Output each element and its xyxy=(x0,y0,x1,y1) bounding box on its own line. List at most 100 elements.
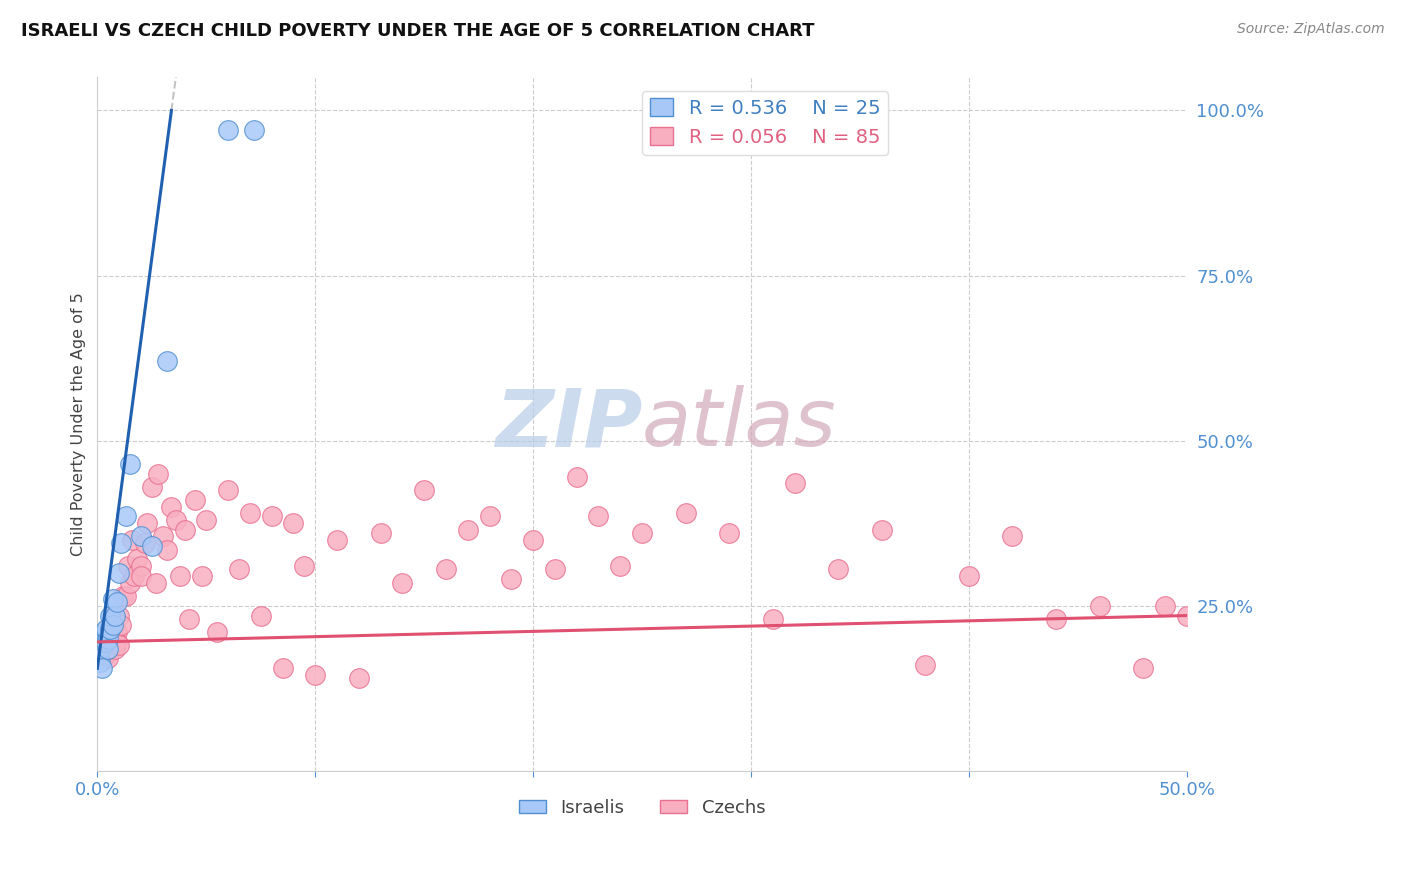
Point xyxy=(110,618,132,632)
Point xyxy=(434,562,457,576)
Point xyxy=(870,523,893,537)
Point xyxy=(160,500,183,514)
Point xyxy=(957,569,980,583)
Point xyxy=(1001,529,1024,543)
Point xyxy=(217,483,239,497)
Point xyxy=(762,612,785,626)
Point xyxy=(114,509,136,524)
Point xyxy=(1175,608,1198,623)
Point xyxy=(169,569,191,583)
Point xyxy=(93,635,115,649)
Point xyxy=(90,632,112,646)
Point xyxy=(93,625,115,640)
Point xyxy=(110,536,132,550)
Point xyxy=(177,612,200,626)
Point xyxy=(347,671,370,685)
Point xyxy=(588,509,610,524)
Point xyxy=(118,457,141,471)
Text: atlas: atlas xyxy=(643,385,837,463)
Point xyxy=(145,575,167,590)
Point xyxy=(129,529,152,543)
Point xyxy=(141,480,163,494)
Point xyxy=(100,632,122,646)
Point xyxy=(718,526,741,541)
Point xyxy=(101,632,124,646)
Point xyxy=(90,661,112,675)
Point xyxy=(136,516,159,530)
Point xyxy=(104,641,127,656)
Legend: Israelis, Czechs: Israelis, Czechs xyxy=(512,791,773,824)
Point xyxy=(129,559,152,574)
Point xyxy=(124,569,146,583)
Point xyxy=(195,513,218,527)
Point xyxy=(457,523,479,537)
Point xyxy=(152,529,174,543)
Point xyxy=(105,635,128,649)
Point xyxy=(100,618,122,632)
Point xyxy=(827,562,849,576)
Point xyxy=(370,526,392,541)
Point xyxy=(108,638,131,652)
Point xyxy=(129,569,152,583)
Point xyxy=(100,622,122,636)
Point xyxy=(104,635,127,649)
Point xyxy=(271,661,294,675)
Point xyxy=(1154,599,1177,613)
Point xyxy=(228,562,250,576)
Point xyxy=(191,569,214,583)
Point xyxy=(478,509,501,524)
Text: Source: ZipAtlas.com: Source: ZipAtlas.com xyxy=(1237,22,1385,37)
Point xyxy=(134,536,156,550)
Point xyxy=(501,572,523,586)
Point xyxy=(1045,612,1067,626)
Point xyxy=(94,648,117,662)
Text: ZIP: ZIP xyxy=(495,385,643,463)
Point xyxy=(94,625,117,640)
Y-axis label: Child Poverty Under the Age of 5: Child Poverty Under the Age of 5 xyxy=(72,293,86,556)
Point xyxy=(105,625,128,640)
Point xyxy=(93,638,115,652)
Point xyxy=(148,467,170,481)
Point xyxy=(156,542,179,557)
Point xyxy=(89,641,111,656)
Point xyxy=(90,648,112,662)
Point xyxy=(112,589,135,603)
Point xyxy=(249,608,271,623)
Point xyxy=(413,483,436,497)
Point xyxy=(544,562,567,576)
Point xyxy=(104,608,127,623)
Point xyxy=(292,559,315,574)
Point xyxy=(90,635,112,649)
Point xyxy=(565,470,588,484)
Point xyxy=(631,526,654,541)
Point xyxy=(1088,599,1111,613)
Point xyxy=(1132,661,1154,675)
Point xyxy=(239,506,262,520)
Point xyxy=(165,513,187,527)
Point xyxy=(156,354,179,368)
Point xyxy=(914,658,936,673)
Point xyxy=(89,641,111,656)
Point xyxy=(108,608,131,623)
Point xyxy=(141,539,163,553)
Point xyxy=(97,641,120,656)
Point xyxy=(101,592,124,607)
Point xyxy=(101,608,124,623)
Point xyxy=(97,632,120,646)
Text: ISRAELI VS CZECH CHILD POVERTY UNDER THE AGE OF 5 CORRELATION CHART: ISRAELI VS CZECH CHILD POVERTY UNDER THE… xyxy=(21,22,814,40)
Point xyxy=(89,655,111,669)
Point xyxy=(93,628,115,642)
Point xyxy=(173,523,195,537)
Point xyxy=(101,618,124,632)
Point xyxy=(108,566,131,580)
Point xyxy=(94,622,117,636)
Point xyxy=(94,635,117,649)
Point xyxy=(125,552,148,566)
Point xyxy=(114,589,136,603)
Point xyxy=(117,559,139,574)
Point xyxy=(205,625,228,640)
Point xyxy=(283,516,305,530)
Point xyxy=(609,559,631,574)
Point xyxy=(184,493,207,508)
Point xyxy=(89,635,111,649)
